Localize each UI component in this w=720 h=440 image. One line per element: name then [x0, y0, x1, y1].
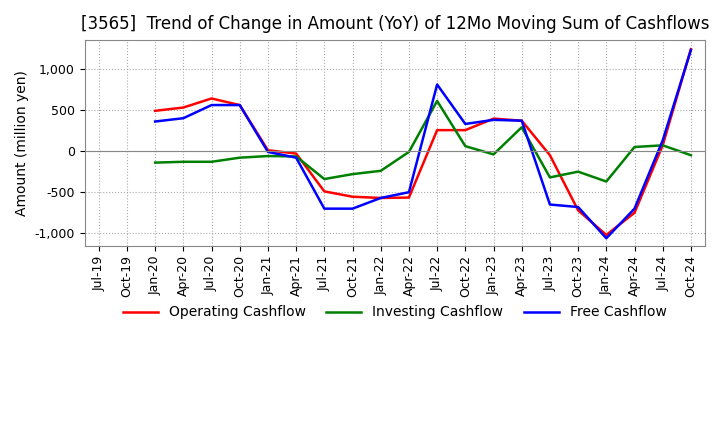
Free Cashflow: [546, 202, 554, 207]
Operating Cashflow: [546, 153, 554, 158]
Line: Free Cashflow: Free Cashflow: [155, 50, 691, 238]
Investing Cashflow: [433, 98, 441, 103]
Investing Cashflow: [546, 175, 554, 180]
Operating Cashflow: [602, 232, 611, 238]
Operating Cashflow: [518, 118, 526, 123]
Title: [3565]  Trend of Change in Amount (YoY) of 12Mo Moving Sum of Cashflows: [3565] Trend of Change in Amount (YoY) o…: [81, 15, 709, 33]
Free Cashflow: [574, 204, 582, 209]
Line: Investing Cashflow: Investing Cashflow: [155, 101, 691, 182]
Operating Cashflow: [658, 143, 667, 148]
Free Cashflow: [461, 121, 469, 127]
Operating Cashflow: [574, 208, 582, 213]
Investing Cashflow: [518, 125, 526, 130]
Y-axis label: Amount (million yen): Amount (million yen): [15, 70, 29, 216]
Investing Cashflow: [602, 179, 611, 184]
Free Cashflow: [405, 190, 413, 195]
Operating Cashflow: [630, 210, 639, 216]
Investing Cashflow: [207, 159, 216, 165]
Investing Cashflow: [179, 159, 188, 165]
Operating Cashflow: [264, 148, 272, 153]
Investing Cashflow: [292, 154, 300, 159]
Investing Cashflow: [574, 169, 582, 174]
Operating Cashflow: [320, 189, 328, 194]
Free Cashflow: [518, 118, 526, 123]
Free Cashflow: [235, 103, 244, 108]
Operating Cashflow: [377, 195, 385, 201]
Free Cashflow: [489, 117, 498, 122]
Free Cashflow: [207, 103, 216, 108]
Operating Cashflow: [235, 103, 244, 108]
Free Cashflow: [320, 206, 328, 211]
Operating Cashflow: [489, 116, 498, 121]
Investing Cashflow: [235, 155, 244, 160]
Investing Cashflow: [687, 153, 696, 158]
Free Cashflow: [264, 149, 272, 154]
Free Cashflow: [687, 48, 696, 53]
Investing Cashflow: [320, 176, 328, 182]
Operating Cashflow: [461, 128, 469, 133]
Investing Cashflow: [150, 160, 159, 165]
Investing Cashflow: [630, 144, 639, 150]
Operating Cashflow: [687, 47, 696, 52]
Free Cashflow: [630, 206, 639, 211]
Investing Cashflow: [377, 168, 385, 173]
Free Cashflow: [150, 119, 159, 124]
Free Cashflow: [377, 195, 385, 201]
Legend: Operating Cashflow, Investing Cashflow, Free Cashflow: Operating Cashflow, Investing Cashflow, …: [117, 300, 672, 325]
Investing Cashflow: [264, 154, 272, 159]
Free Cashflow: [433, 82, 441, 87]
Investing Cashflow: [405, 149, 413, 154]
Free Cashflow: [602, 235, 611, 241]
Operating Cashflow: [207, 96, 216, 101]
Operating Cashflow: [179, 105, 188, 110]
Line: Operating Cashflow: Operating Cashflow: [155, 49, 691, 235]
Free Cashflow: [348, 206, 357, 211]
Free Cashflow: [179, 116, 188, 121]
Operating Cashflow: [433, 128, 441, 133]
Free Cashflow: [292, 155, 300, 160]
Investing Cashflow: [348, 172, 357, 177]
Operating Cashflow: [150, 108, 159, 114]
Free Cashflow: [658, 138, 667, 143]
Investing Cashflow: [658, 143, 667, 148]
Operating Cashflow: [292, 151, 300, 156]
Operating Cashflow: [348, 194, 357, 199]
Investing Cashflow: [489, 152, 498, 157]
Investing Cashflow: [461, 143, 469, 149]
Operating Cashflow: [405, 195, 413, 200]
